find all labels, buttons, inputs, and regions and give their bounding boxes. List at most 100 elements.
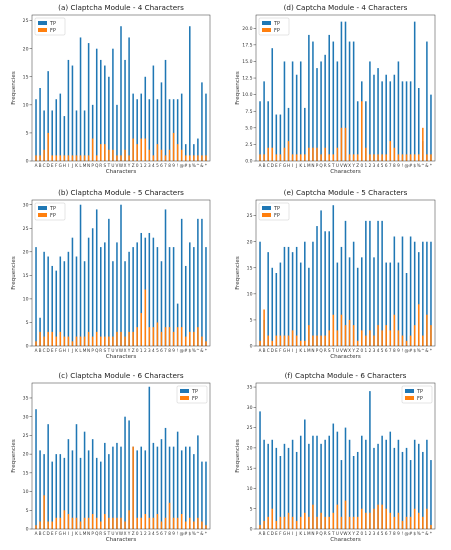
bar-tp xyxy=(426,241,428,346)
bar-tp xyxy=(295,451,298,529)
bar-tp xyxy=(189,242,191,346)
bar-tp xyxy=(259,241,261,346)
bar-tp xyxy=(352,456,355,529)
bar-tp xyxy=(168,99,171,161)
x-tick-label: ! xyxy=(402,163,404,168)
bar-tp xyxy=(55,99,58,161)
bar-tp xyxy=(112,48,114,161)
bar-fp xyxy=(361,508,363,529)
bar-tp xyxy=(417,252,420,346)
bar-tp xyxy=(108,218,110,346)
bar-fp xyxy=(397,512,400,529)
bar-fp xyxy=(352,325,355,346)
x-tick-label: 6 xyxy=(385,531,388,536)
bar-tp xyxy=(324,231,326,346)
bar-tp xyxy=(344,21,347,161)
x-tick-label: U xyxy=(111,348,114,353)
bar-tp xyxy=(47,424,49,529)
bar-tp xyxy=(385,262,387,346)
legend-swatch-tp xyxy=(405,389,414,393)
bar-tp xyxy=(312,41,314,161)
bar-fp xyxy=(373,335,375,346)
bar-fp xyxy=(176,144,179,161)
bar-tp xyxy=(91,228,94,346)
bar-fp xyxy=(184,155,187,161)
bar-tp xyxy=(267,101,269,161)
x-tick-label: I xyxy=(292,348,293,353)
bar-tp xyxy=(373,447,375,529)
x-tick-label: 6 xyxy=(385,348,388,353)
bar-tp xyxy=(136,99,138,161)
bar-tp xyxy=(132,247,134,346)
bar-fp xyxy=(352,154,355,161)
x-tick-label: N xyxy=(311,531,314,536)
bar-tp xyxy=(79,204,82,346)
x-tick-label: M xyxy=(307,531,311,536)
bar-tp xyxy=(409,460,412,529)
bar-fp xyxy=(385,154,387,161)
bar-fp xyxy=(405,154,408,161)
bar-tp xyxy=(405,81,408,161)
bar-tp xyxy=(259,411,261,529)
legend-swatch-tp xyxy=(262,206,271,210)
bar-tp xyxy=(136,450,138,529)
bar-tp xyxy=(152,442,155,529)
bar-fp xyxy=(148,149,151,161)
bar-fp xyxy=(132,331,134,346)
legend-swatch-tp xyxy=(38,206,47,210)
bar-fp xyxy=(373,508,375,529)
bar-fp xyxy=(275,335,278,346)
bar-fp xyxy=(279,516,282,529)
bar-tp xyxy=(160,261,163,346)
y-tick-label: 0 xyxy=(250,527,253,533)
bar-fp xyxy=(47,132,49,161)
bar-fp xyxy=(205,341,207,346)
bar-fp xyxy=(104,514,106,529)
x-tick-label: D xyxy=(47,348,50,353)
x-tick-label: 0 xyxy=(136,531,139,536)
chart-panel-6: (f) Captcha Module - 6 Characters0510152… xyxy=(235,371,436,543)
x-tick-label: Y xyxy=(351,531,355,536)
bar-fp xyxy=(356,340,359,346)
bar-fp xyxy=(283,516,286,529)
bar-fp xyxy=(120,331,122,346)
x-tick-label: A xyxy=(259,348,262,353)
bar-tp xyxy=(381,81,383,161)
x-axis-label: Characters xyxy=(106,537,137,543)
x-tick-label: A xyxy=(35,163,38,168)
bar-tp xyxy=(271,48,274,161)
plot-frame xyxy=(31,14,211,162)
x-tick-label: 7 xyxy=(389,348,392,353)
x-tick-label: L xyxy=(304,531,307,536)
legend-label-fp: FP xyxy=(50,28,56,34)
bar-fp xyxy=(148,327,151,346)
x-tick-label: V xyxy=(116,531,119,536)
x-tick-label: B xyxy=(263,348,266,353)
bar-tp xyxy=(299,61,302,161)
bar-fp xyxy=(108,149,110,161)
bar-fp xyxy=(55,155,58,161)
bar-tp xyxy=(160,439,163,529)
bar-fp xyxy=(381,504,383,529)
x-tick-label: J xyxy=(71,531,73,536)
bar-tp xyxy=(91,439,94,529)
bar-tp xyxy=(279,114,282,161)
x-tick-label: 1 xyxy=(140,348,143,353)
bar-fp xyxy=(51,155,53,161)
bar-fp xyxy=(104,336,106,346)
bar-fp xyxy=(83,336,86,346)
bar-tp xyxy=(361,435,363,529)
bar-tp xyxy=(422,451,424,529)
bar-tp xyxy=(369,391,371,529)
bar-fp xyxy=(426,508,428,529)
bar-fp xyxy=(156,144,159,161)
bar-fp xyxy=(295,154,298,161)
legend-swatch-fp xyxy=(38,28,47,32)
x-tick-label: D xyxy=(47,163,50,168)
bar-fp xyxy=(43,336,45,346)
bar-fp xyxy=(340,516,343,529)
bar-fp xyxy=(180,149,183,161)
bar-tp xyxy=(112,446,114,529)
bar-fp xyxy=(332,314,335,346)
y-tick-label: 5.0 xyxy=(245,125,252,131)
